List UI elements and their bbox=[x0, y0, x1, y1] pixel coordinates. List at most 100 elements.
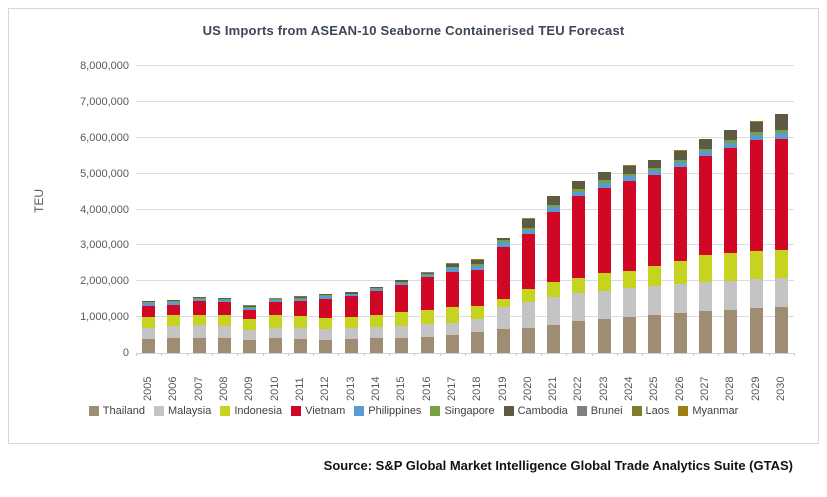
x-slot: 2011 bbox=[288, 357, 313, 401]
bar-2025 bbox=[648, 159, 662, 353]
bar-segment-singapore bbox=[268, 299, 282, 301]
bar-segment-philippines bbox=[218, 299, 232, 302]
bar-segment-philippines bbox=[648, 170, 662, 176]
legend-label: Indonesia bbox=[234, 405, 283, 417]
bar-segment-vietnam bbox=[319, 298, 333, 318]
bar-segment-philippines bbox=[369, 289, 383, 292]
bar-segment-thailand bbox=[547, 325, 561, 353]
bar-slot-2018 bbox=[465, 66, 490, 353]
bar-segment-philippines bbox=[699, 151, 713, 157]
x-slot: 2018 bbox=[465, 357, 490, 401]
x-tick bbox=[186, 353, 188, 356]
x-slot: 2005 bbox=[136, 357, 161, 401]
x-tick bbox=[338, 353, 340, 356]
bar-segment-indonesia bbox=[218, 315, 232, 327]
bar-segment-cambodia bbox=[294, 296, 308, 298]
bar-segment-cambodia bbox=[623, 165, 637, 174]
bar-segment-thailand bbox=[445, 335, 459, 353]
bar-segment-indonesia bbox=[420, 309, 434, 325]
legend-label: Vietnam bbox=[305, 405, 346, 417]
x-slot: 2022 bbox=[566, 357, 591, 401]
bar-segment-singapore bbox=[673, 159, 687, 163]
bar-segment-philippines bbox=[547, 207, 561, 212]
y-tick-label: 8,000,000 bbox=[80, 60, 129, 72]
bar-segment-cambodia bbox=[319, 294, 333, 296]
x-tick bbox=[414, 353, 416, 356]
bar-2006 bbox=[167, 299, 181, 353]
legend-item-philippines: Philippines bbox=[354, 405, 421, 417]
bar-segment-singapore bbox=[699, 148, 713, 152]
bar-slot-2020 bbox=[516, 66, 541, 353]
x-tick-label: 2006 bbox=[167, 376, 180, 401]
bar-segment-thailand bbox=[724, 309, 738, 353]
x-tick-label: 2009 bbox=[243, 376, 256, 401]
bar-segment-vietnam bbox=[192, 301, 206, 315]
x-slot: 2024 bbox=[617, 357, 642, 401]
bar-segment-thailand bbox=[268, 338, 282, 353]
gridline bbox=[136, 136, 794, 138]
x-tick bbox=[465, 353, 466, 356]
x-slot: 2027 bbox=[693, 357, 718, 401]
bar-segment-thailand bbox=[471, 331, 485, 353]
bar-segment-vietnam bbox=[496, 246, 510, 299]
bar-segment-indonesia bbox=[268, 315, 282, 328]
x-tick-label: 2023 bbox=[597, 376, 610, 401]
legend: Thailand Malaysia Indonesia Vietnam Philippi… bbox=[9, 405, 818, 417]
bar-2012 bbox=[319, 294, 333, 353]
y-axis-labels: 0 1,000,000 2,000,000 3,000,000 4,000,000 5,0… bbox=[9, 60, 129, 359]
x-tick-label: 2014 bbox=[369, 376, 382, 401]
bar-segment-philippines bbox=[471, 265, 485, 270]
bar-slot-2024 bbox=[617, 66, 642, 353]
x-tick-label: 2027 bbox=[699, 376, 712, 401]
bar-segment-malaysia bbox=[218, 326, 232, 339]
bar-segment-malaysia bbox=[471, 319, 485, 332]
plot-area bbox=[136, 65, 795, 356]
bar-segment-singapore bbox=[572, 189, 586, 192]
bar-segment-singapore bbox=[749, 132, 763, 135]
bar-segment-cambodia bbox=[572, 181, 586, 190]
bar-segment-singapore bbox=[243, 306, 257, 308]
x-tick-label: 2008 bbox=[218, 376, 231, 401]
x-tick-label: 2007 bbox=[192, 376, 205, 401]
bar-segment-thailand bbox=[319, 339, 333, 353]
bar-segment-malaysia bbox=[648, 286, 662, 315]
bar-segment-singapore bbox=[319, 295, 333, 297]
bar-segment-thailand bbox=[420, 337, 434, 353]
bar-segment-cambodia bbox=[597, 172, 611, 181]
bar-segment-singapore bbox=[597, 180, 611, 183]
legend-swatch-icon bbox=[631, 406, 642, 416]
bar-segment-singapore bbox=[420, 274, 434, 275]
bar-segment-vietnam bbox=[648, 175, 662, 266]
bar-2024 bbox=[623, 165, 637, 353]
x-tick-label: 2013 bbox=[344, 376, 357, 401]
x-tick bbox=[515, 353, 517, 356]
bar-slot-2021 bbox=[541, 66, 566, 353]
bar-segment-vietnam bbox=[445, 272, 459, 308]
bar-segment-vietnam bbox=[294, 300, 308, 317]
bar-2013 bbox=[344, 292, 358, 353]
bar-segment-indonesia bbox=[319, 317, 333, 329]
legend-label: Brunei bbox=[590, 405, 623, 417]
bar-segment-vietnam bbox=[218, 301, 232, 315]
bar-segment-malaysia bbox=[673, 283, 687, 313]
bar-segment-philippines bbox=[167, 301, 181, 305]
bar-segment-cambodia bbox=[496, 237, 510, 241]
bar-segment-vietnam bbox=[572, 196, 586, 279]
legend-swatch-icon bbox=[220, 406, 231, 416]
bar-segment-vietnam bbox=[521, 234, 535, 289]
bar-segment-cambodia bbox=[724, 130, 738, 141]
bar-2026 bbox=[673, 150, 687, 353]
bar-slot-2013 bbox=[339, 66, 364, 353]
legend-swatch-icon bbox=[678, 406, 689, 416]
bar-segment-malaysia bbox=[445, 322, 459, 336]
bar-segment-cambodia bbox=[243, 305, 257, 307]
legend-label: Philippines bbox=[368, 405, 422, 417]
bar-segment-cambodia bbox=[673, 150, 687, 160]
bar-segment-philippines bbox=[496, 242, 510, 247]
bar-slot-2005 bbox=[136, 66, 161, 353]
x-slot: 2015 bbox=[389, 357, 414, 401]
bar-segment-philippines bbox=[243, 307, 257, 310]
bar-segment-philippines bbox=[521, 229, 535, 235]
bar-2015 bbox=[395, 280, 409, 353]
bar-segment-philippines bbox=[673, 162, 687, 167]
